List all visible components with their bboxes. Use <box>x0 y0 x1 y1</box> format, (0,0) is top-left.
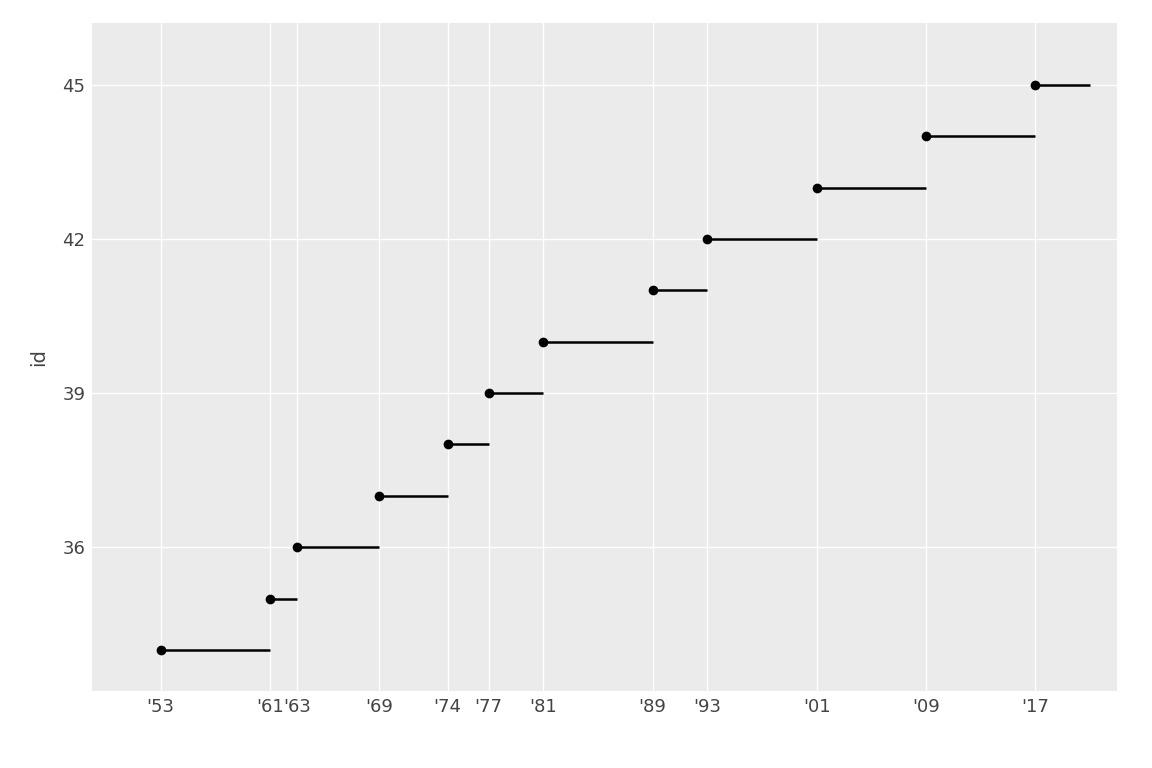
Y-axis label: id: id <box>29 348 48 366</box>
